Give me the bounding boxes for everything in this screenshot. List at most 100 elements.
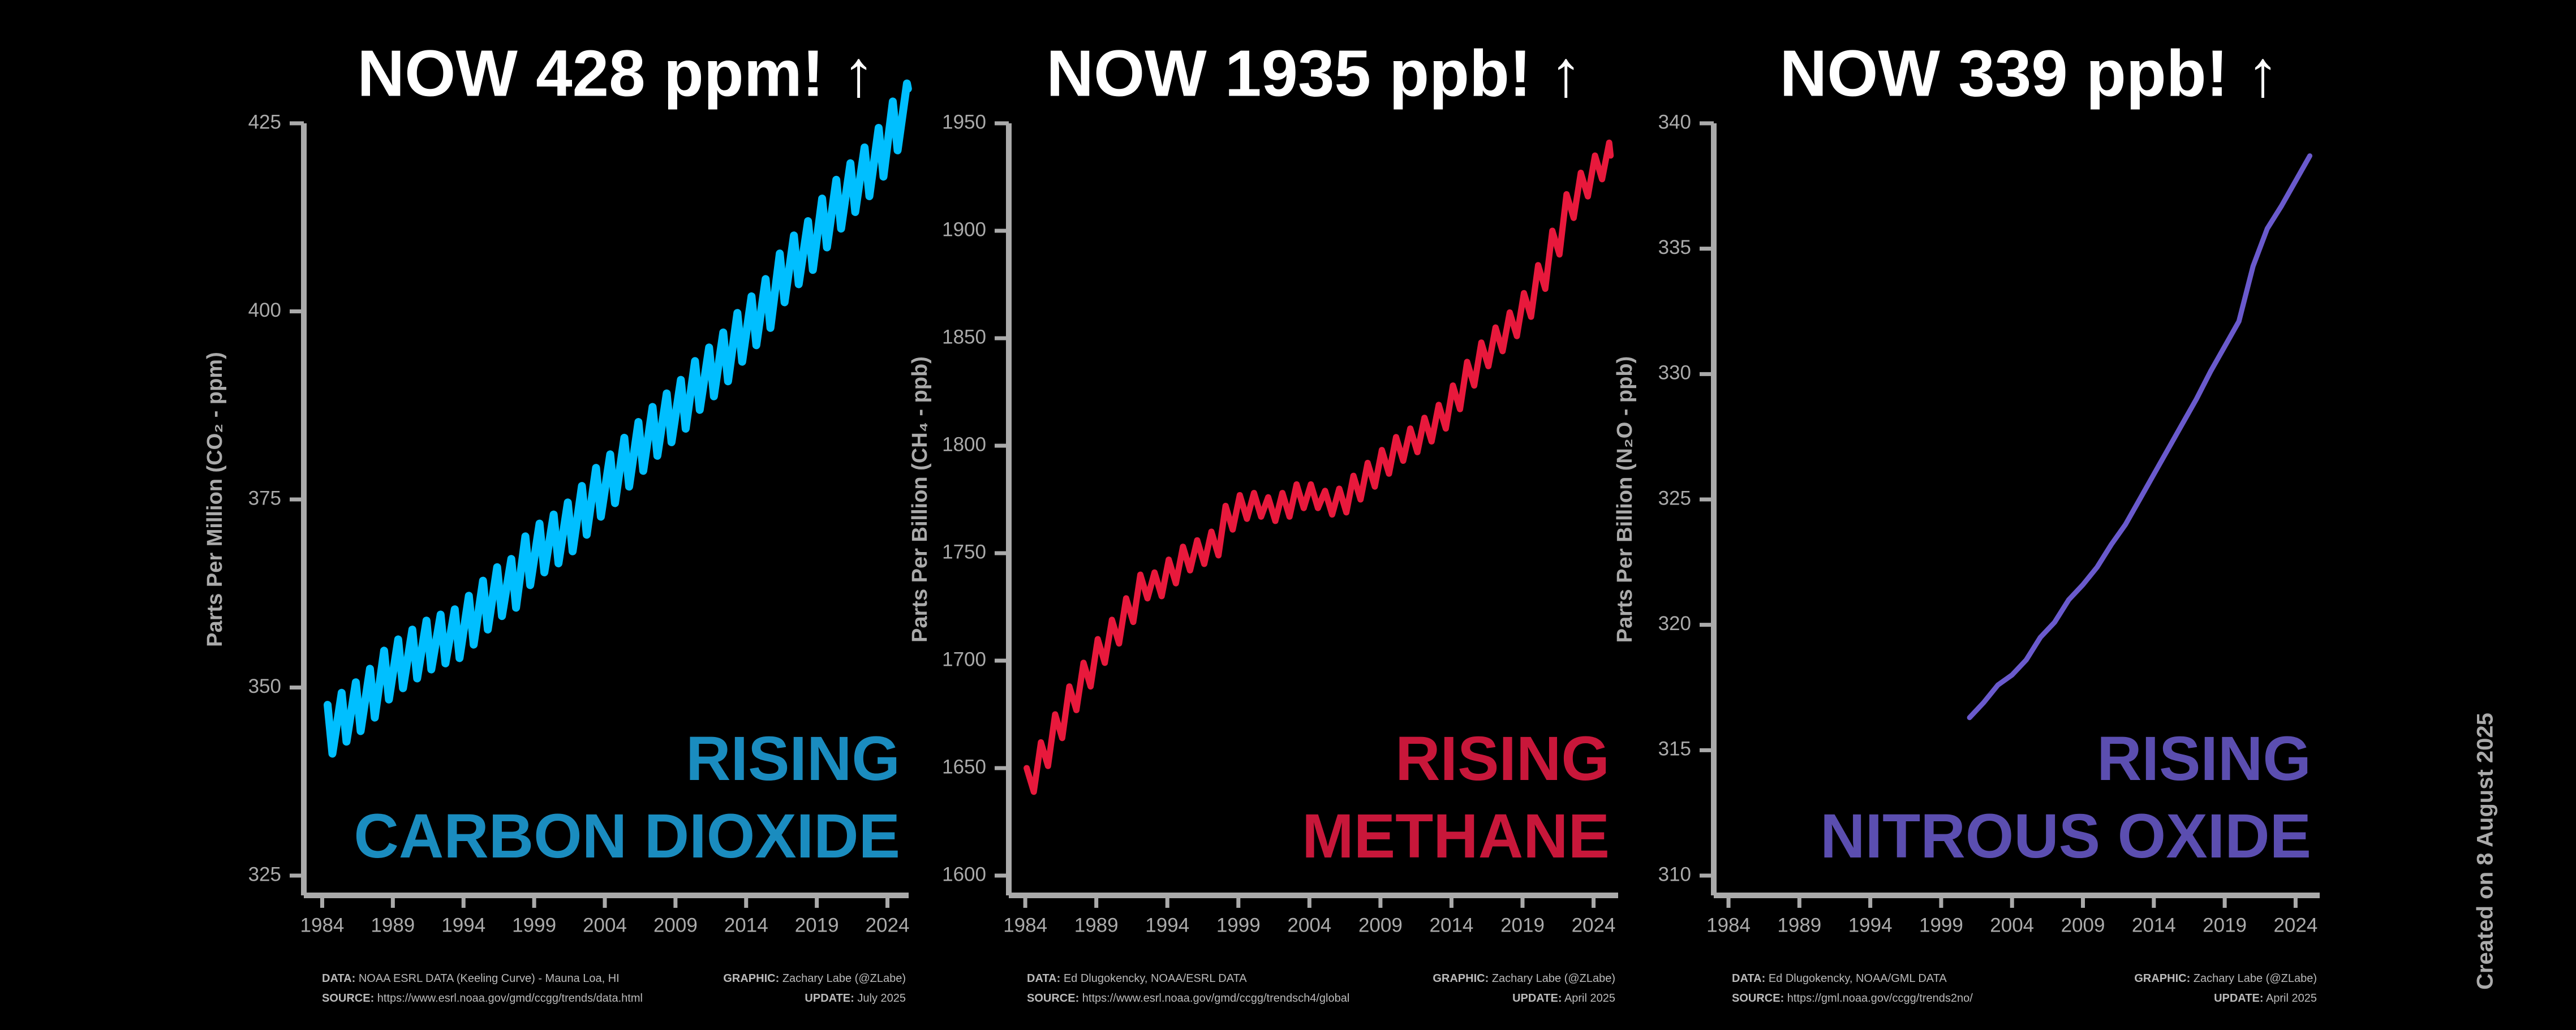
x-tick-label: 1989 xyxy=(1074,914,1119,936)
footer-text: July 2025 xyxy=(857,992,906,1005)
x-tick-label: 1999 xyxy=(1919,914,1963,936)
x-tick-label: 1984 xyxy=(1003,914,1047,936)
footer-text: https://www.esrl.noaa.gov/gmd/ccgg/trend… xyxy=(377,992,643,1005)
footer-graphic: GRAPHIC: Zachary Labe (@ZLabe) xyxy=(723,972,906,985)
footer-text: https://www.esrl.noaa.gov/gmd/ccgg/trend… xyxy=(1082,992,1349,1005)
y-tick-label: 330 xyxy=(1658,362,1691,384)
x-tick-label: 2009 xyxy=(653,914,698,936)
x-tick-label: 2014 xyxy=(1430,914,1474,936)
y-tick-label: 1950 xyxy=(942,111,986,133)
footer-update: UPDATE: April 2025 xyxy=(2214,992,2317,1005)
x-tick-label: 1984 xyxy=(1706,914,1751,936)
y-tick-label: 325 xyxy=(1658,487,1691,509)
footer-label: DATA: xyxy=(1732,972,1765,985)
footer-graphic: GRAPHIC: Zachary Labe (@ZLabe) xyxy=(2134,972,2317,985)
footer-data: DATA: Ed Dlugokencky, NOAA/ESRL DATA xyxy=(1027,972,1247,985)
data-line xyxy=(1967,153,2312,721)
x-tick-label: 1994 xyxy=(441,914,485,936)
annotation: CARBON DIOXIDE xyxy=(354,801,900,871)
footer-label: DATA: xyxy=(1027,972,1060,985)
credit: Created on 8 August 2025 xyxy=(2473,713,2498,990)
x-tick-label: 1994 xyxy=(1848,914,1893,936)
y-tick-label: 320 xyxy=(1658,613,1691,635)
y-tick-label: 310 xyxy=(1658,863,1691,885)
x-tick-label: 1999 xyxy=(512,914,556,936)
x-tick-label: 1999 xyxy=(1216,914,1261,936)
data-line xyxy=(1023,139,1614,795)
y-tick-label: 400 xyxy=(248,299,281,321)
footer-label: UPDATE: xyxy=(805,992,854,1005)
footer-text: Zachary Labe (@ZLabe) xyxy=(1492,972,1615,985)
footer-label: SOURCE: xyxy=(1732,992,1784,1005)
footer-text: Ed Dlugokencky, NOAA/ESRL DATA xyxy=(1064,972,1247,985)
y-tick-label: 1900 xyxy=(942,218,986,240)
x-tick-label: 2019 xyxy=(2203,914,2247,936)
chart-title: NOW 428 ppm! ↑ xyxy=(357,37,875,110)
x-tick-label: 1989 xyxy=(371,914,415,936)
x-tick-label: 1989 xyxy=(1777,914,1821,936)
footer-graphic: GRAPHIC: Zachary Labe (@ZLabe) xyxy=(1433,972,1615,985)
y-tick-label: 350 xyxy=(248,675,281,697)
footer-text: https://gml.noaa.gov/ccgg/trends2no/ xyxy=(1787,992,1973,1005)
x-tick-label: 2004 xyxy=(583,914,627,936)
annotation: RISING xyxy=(1395,724,1610,794)
x-tick-label: 2019 xyxy=(795,914,839,936)
data-line xyxy=(324,79,912,758)
y-tick-label: 315 xyxy=(1658,738,1691,760)
footer-label: GRAPHIC: xyxy=(2134,972,2190,985)
y-axis-label: Parts Per Billion (N₂O - ppb) xyxy=(1613,356,1637,643)
chart-title: NOW 1935 ppb! ↑ xyxy=(1046,37,1582,110)
footer-data: DATA: Ed Dlugokencky, NOAA/GML DATA xyxy=(1732,972,1947,985)
y-tick-label: 325 xyxy=(248,863,281,885)
footer-label: SOURCE: xyxy=(1027,992,1079,1005)
footer-label: UPDATE: xyxy=(1512,992,1562,1005)
x-tick-label: 2024 xyxy=(2273,914,2317,936)
y-tick-label: 425 xyxy=(248,111,281,133)
footer-update: UPDATE: April 2025 xyxy=(1512,992,1615,1005)
footer-label: GRAPHIC: xyxy=(1433,972,1489,985)
footer-data: DATA: NOAA ESRL DATA (Keeling Curve) - M… xyxy=(322,972,620,985)
x-tick-label: 2009 xyxy=(2061,914,2105,936)
y-tick-label: 340 xyxy=(1658,111,1691,133)
footer-text: NOAA ESRL DATA (Keeling Curve) - Mauna L… xyxy=(359,972,620,985)
x-tick-label: 2019 xyxy=(1500,914,1545,936)
y-axis-label: Parts Per Billion (CH₄ - ppb) xyxy=(908,356,932,643)
annotation: RISING xyxy=(2097,724,2311,794)
x-tick-label: 2014 xyxy=(724,914,768,936)
x-tick-label: 2009 xyxy=(1358,914,1403,936)
y-tick-label: 1800 xyxy=(942,433,986,455)
footer-source: SOURCE: https://gml.noaa.gov/ccgg/trends… xyxy=(1732,992,1973,1005)
footer-text: Zachary Labe (@ZLabe) xyxy=(782,972,906,985)
footer-text: Ed Dlugokencky, NOAA/GML DATA xyxy=(1769,972,1947,985)
x-tick-label: 1984 xyxy=(300,914,345,936)
y-tick-label: 335 xyxy=(1658,236,1691,258)
annotation: NITROUS OXIDE xyxy=(1820,801,2311,871)
footer-label: SOURCE: xyxy=(322,992,374,1005)
annotation: RISING xyxy=(686,724,900,794)
footer-text: April 2025 xyxy=(2266,992,2317,1005)
x-tick-label: 2004 xyxy=(1287,914,1331,936)
y-tick-label: 1600 xyxy=(942,863,986,885)
x-tick-label: 2024 xyxy=(866,914,910,936)
footer-source: SOURCE: https://www.esrl.noaa.gov/gmd/cc… xyxy=(322,992,643,1005)
annotation: METHANE xyxy=(1302,801,1610,871)
y-tick-label: 1650 xyxy=(942,756,986,778)
y-tick-label: 1700 xyxy=(942,648,986,670)
x-tick-label: 2014 xyxy=(2132,914,2176,936)
chart-title: NOW 339 ppb! ↑ xyxy=(1780,37,2280,110)
y-tick-label: 1850 xyxy=(942,326,986,348)
x-tick-label: 2004 xyxy=(1990,914,2034,936)
footer-label: DATA: xyxy=(322,972,355,985)
footer-source: SOURCE: https://www.esrl.noaa.gov/gmd/cc… xyxy=(1027,992,1349,1005)
footer-label: GRAPHIC: xyxy=(723,972,779,985)
footer-update: UPDATE: July 2025 xyxy=(805,992,906,1005)
x-tick-label: 2024 xyxy=(1572,914,1616,936)
footer-text: April 2025 xyxy=(1564,992,1615,1005)
footer-text: Zachary Labe (@ZLabe) xyxy=(2194,972,2317,985)
y-axis-label: Parts Per Million (CO₂ - ppm) xyxy=(203,352,227,647)
y-tick-label: 375 xyxy=(248,487,281,509)
y-tick-label: 1750 xyxy=(942,541,986,563)
footer-label: UPDATE: xyxy=(2214,992,2263,1005)
